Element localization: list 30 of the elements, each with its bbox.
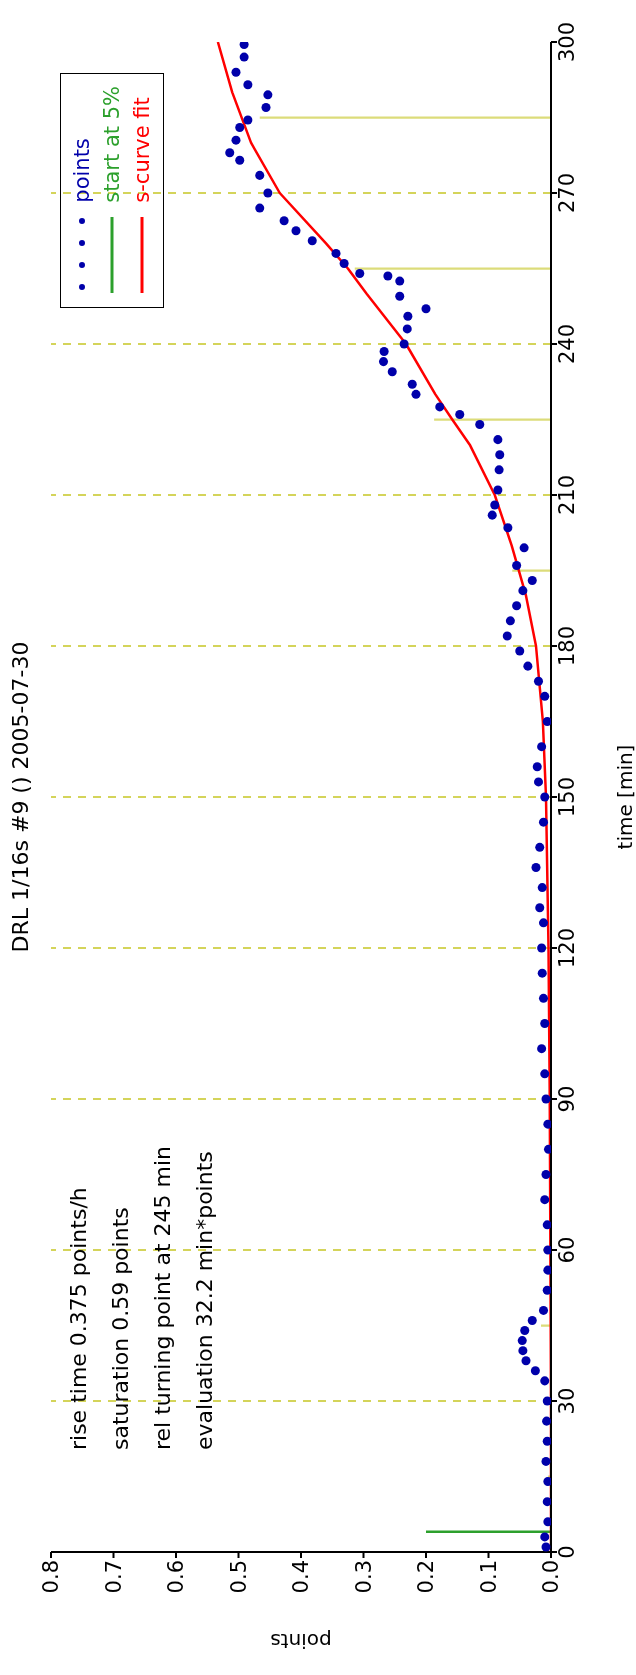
text: DRL 1/16s #9 () 2005-07-30: [8, 640, 33, 955]
text: s-curve fit: [130, 97, 154, 203]
x-tick-label: 0.6: [164, 1560, 189, 1594]
x-tick-label: 0.5: [226, 1560, 251, 1594]
text: points: [70, 138, 94, 203]
annotation: evaluation 32.2 min*points: [191, 1150, 218, 1450]
x-tick-label: 0.7: [101, 1560, 126, 1594]
text: start at 5%: [100, 86, 124, 203]
x-tick-label: 0.0: [539, 1560, 564, 1594]
x-tick-label: 0.2: [414, 1560, 439, 1594]
y-tick-label: 30: [554, 1387, 579, 1415]
annotation: rise time 0.375 points/h: [65, 1186, 92, 1450]
y-axis-title: time [min]: [613, 744, 636, 850]
y-tick-label: 120: [554, 927, 579, 969]
x-tick-label: 0.1: [476, 1560, 501, 1594]
x-axis-title: points: [270, 1628, 332, 1653]
y-tick-label: 300: [554, 21, 579, 63]
annotation: rel turning point at 245 min: [149, 1145, 176, 1450]
x-tick-label: 0.3: [351, 1560, 376, 1594]
y-tick-label: 0: [554, 1545, 579, 1559]
y-tick-label: 150: [554, 776, 579, 818]
y-tick-label: 240: [554, 323, 579, 365]
y-tick-label: 90: [554, 1085, 579, 1113]
annotation: saturation 0.59 points: [107, 1206, 134, 1450]
y-tick-label: 180: [554, 625, 579, 667]
x-tick-label: 0.4: [289, 1560, 314, 1594]
y-tick-label: 210: [554, 474, 579, 516]
x-tick-label: 0.8: [39, 1560, 64, 1594]
y-tick-label: 60: [554, 1236, 579, 1264]
y-tick-label: 270: [554, 172, 579, 214]
